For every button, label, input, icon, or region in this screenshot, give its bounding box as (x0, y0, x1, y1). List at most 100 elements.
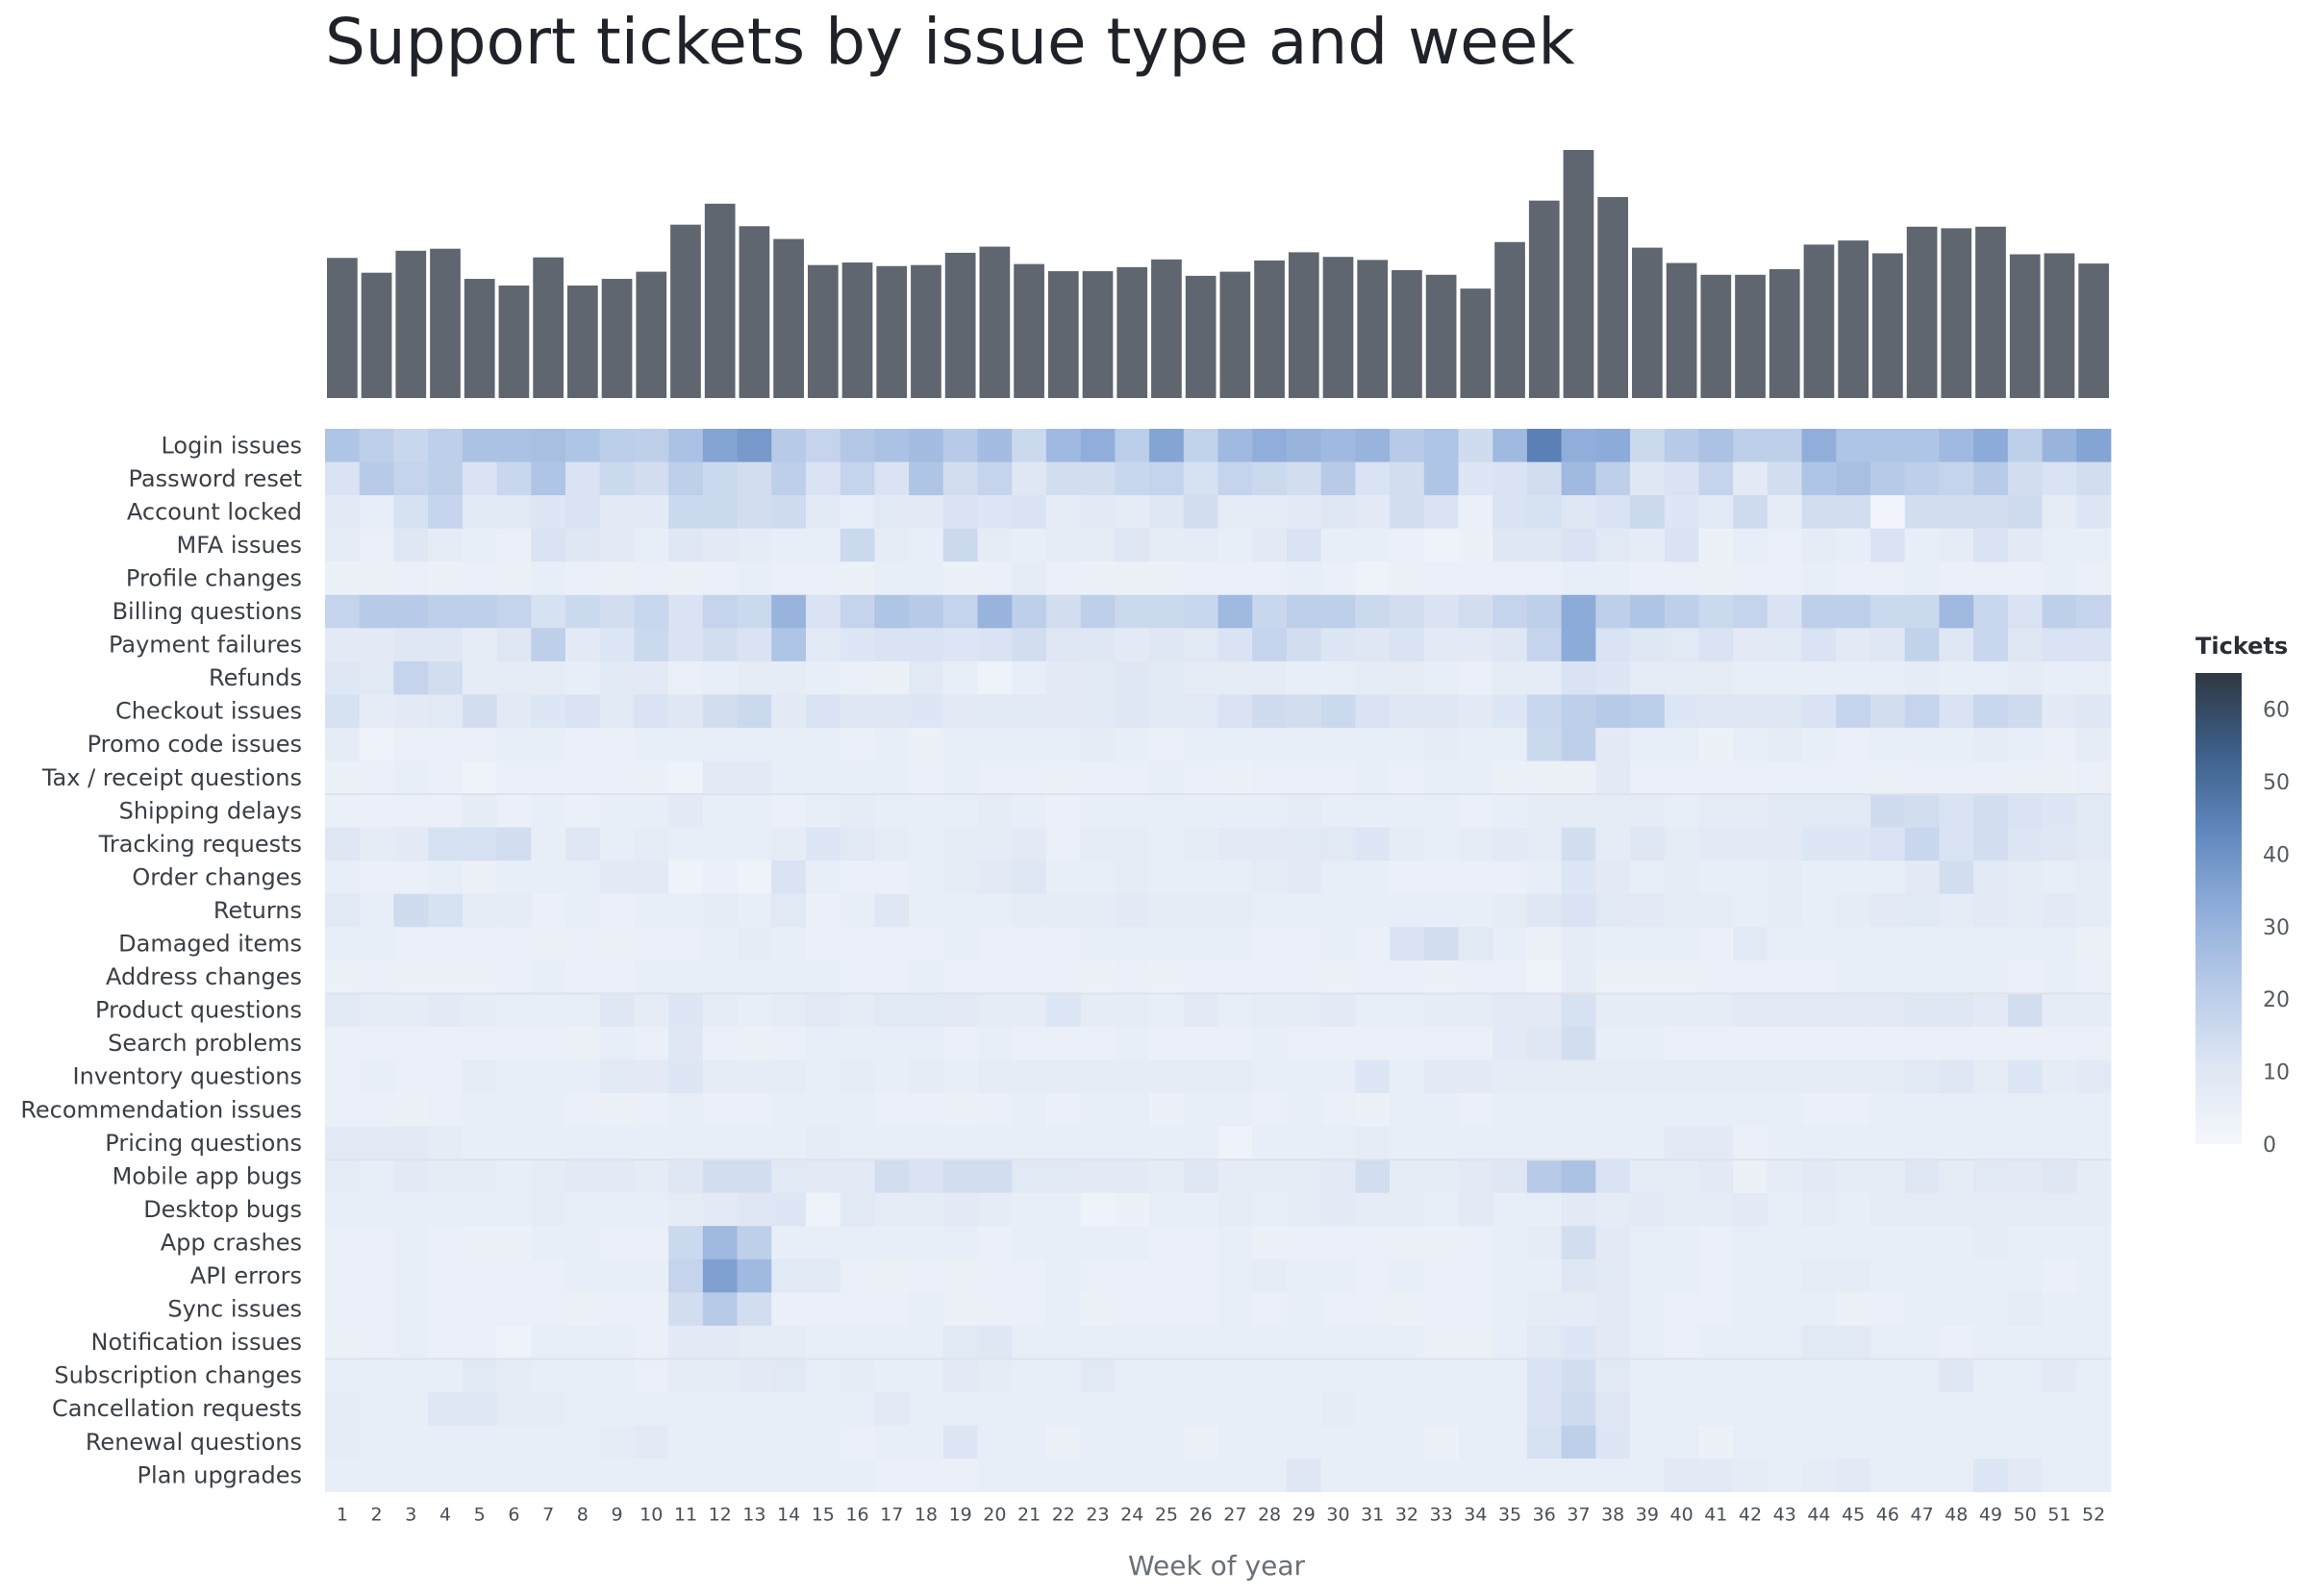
heatmap-cell (462, 1160, 497, 1194)
heatmap-cell (1423, 1292, 1459, 1327)
heatmap-cell (1355, 761, 1391, 795)
heatmap-cell (737, 927, 772, 961)
heatmap-cell (1973, 661, 2009, 695)
heatmap-cell (1320, 960, 1356, 994)
heatmap-cell (1698, 1226, 1734, 1260)
row-label: Subscription changes (54, 1362, 302, 1389)
x-tick-label: 6 (508, 1505, 519, 1526)
heatmap-cell (1973, 561, 2009, 596)
heatmap-cell (1390, 1359, 1425, 1393)
heatmap-cell (1149, 1459, 1185, 1492)
heatmap-cell (1320, 794, 1356, 828)
heatmap-cell (2042, 1359, 2077, 1393)
heatmap-cell (702, 1226, 738, 1260)
heatmap-cell (359, 694, 394, 729)
heatmap-cell (1698, 1425, 1734, 1459)
heatmap-cell (599, 1459, 635, 1492)
heatmap-cell (1045, 495, 1082, 530)
heatmap-cell (805, 1425, 841, 1459)
heatmap-cell (393, 727, 429, 761)
heatmap-cell (1423, 1060, 1459, 1094)
heatmap-cell (428, 1325, 464, 1359)
heatmap-cell (1870, 761, 1906, 795)
heatmap-cell (942, 927, 978, 961)
heatmap-cell (1595, 761, 1631, 795)
chart-title: Support tickets by issue type and week (325, 5, 1575, 79)
heatmap-cell (1664, 761, 1699, 795)
heatmap-cell (462, 893, 497, 928)
heatmap-cell (1355, 860, 1391, 895)
heatmap-cell (531, 761, 566, 795)
heatmap-cell (564, 993, 601, 1028)
heatmap-cell (1493, 893, 1528, 928)
heatmap-cell (1286, 628, 1322, 662)
heatmap-cell (634, 628, 669, 662)
heatmap-cell (771, 1060, 807, 1094)
heatmap-cell (1080, 1325, 1116, 1359)
heatmap-cell (1698, 727, 1734, 761)
heatmap-cell (1252, 960, 1288, 994)
heatmap-cell (1149, 960, 1185, 994)
heatmap-cell (359, 827, 394, 861)
heatmap-cell (1423, 860, 1459, 895)
heatmap-cell (1630, 927, 1666, 961)
heatmap-cell (1939, 1459, 1974, 1492)
row-label: Cancellation requests (52, 1395, 302, 1422)
heatmap-cell (2076, 694, 2112, 729)
heatmap-cell (634, 860, 669, 895)
x-tick-label: 37 (1567, 1505, 1590, 1526)
bar-week-1 (327, 258, 358, 398)
heatmap-cell (1012, 694, 1047, 729)
heatmap-cell (1045, 628, 1082, 662)
heatmap-cell (909, 528, 944, 562)
heatmap-cell (2007, 594, 2043, 629)
bar-week-24 (1116, 266, 1148, 398)
heatmap-cell (359, 1160, 394, 1194)
bar-week-52 (2078, 263, 2109, 398)
heatmap-cell (771, 561, 807, 596)
heatmap-cell (1801, 960, 1837, 994)
heatmap-cell (2042, 461, 2077, 496)
heatmap-cell (1973, 594, 2009, 629)
heatmap-cell (1939, 594, 1974, 629)
heatmap-cell (1390, 727, 1425, 761)
heatmap-cell (977, 1459, 1013, 1492)
bar-week-50 (2009, 254, 2041, 398)
heatmap-cell (1320, 528, 1356, 562)
heatmap-cell (668, 1226, 704, 1260)
heatmap-cell (428, 1192, 464, 1227)
heatmap-cell (1493, 1126, 1528, 1160)
heatmap-cell (1664, 628, 1699, 662)
bar-week-3 (395, 250, 427, 398)
heatmap-cell (1286, 1093, 1322, 1127)
heatmap-cell (874, 960, 910, 994)
heatmap-cell (1183, 794, 1218, 828)
colorbar-tick-label: 30 (2263, 916, 2290, 940)
heatmap-cell (909, 893, 944, 928)
heatmap-cell (1355, 960, 1391, 994)
heatmap-cell (2007, 1391, 2043, 1426)
heatmap-cell (1767, 927, 1802, 961)
heatmap-cell (1458, 461, 1493, 496)
heatmap-cell (1526, 495, 1563, 530)
heatmap-cell (1390, 893, 1425, 928)
x-tick-label: 15 (812, 1505, 835, 1526)
heatmap-cell (1698, 1325, 1734, 1359)
heatmap-cell (1973, 827, 2009, 861)
heatmap-cell (428, 1126, 464, 1160)
heatmap-cell (1493, 495, 1528, 530)
heatmap-cell (634, 1325, 669, 1359)
heatmap-cell (564, 960, 601, 994)
heatmap-cell (1733, 927, 1769, 961)
heatmap-cell (1973, 429, 2009, 462)
heatmap-cell (771, 761, 807, 795)
heatmap-cell (1252, 1459, 1288, 1492)
heatmap-cell (1664, 960, 1699, 994)
heatmap-cell (634, 727, 669, 761)
heatmap-cell (909, 429, 944, 462)
bar-week-8 (566, 285, 598, 398)
heatmap-cell (1526, 528, 1563, 562)
heatmap-cell (1355, 561, 1391, 596)
heatmap-cell (1183, 1226, 1218, 1260)
